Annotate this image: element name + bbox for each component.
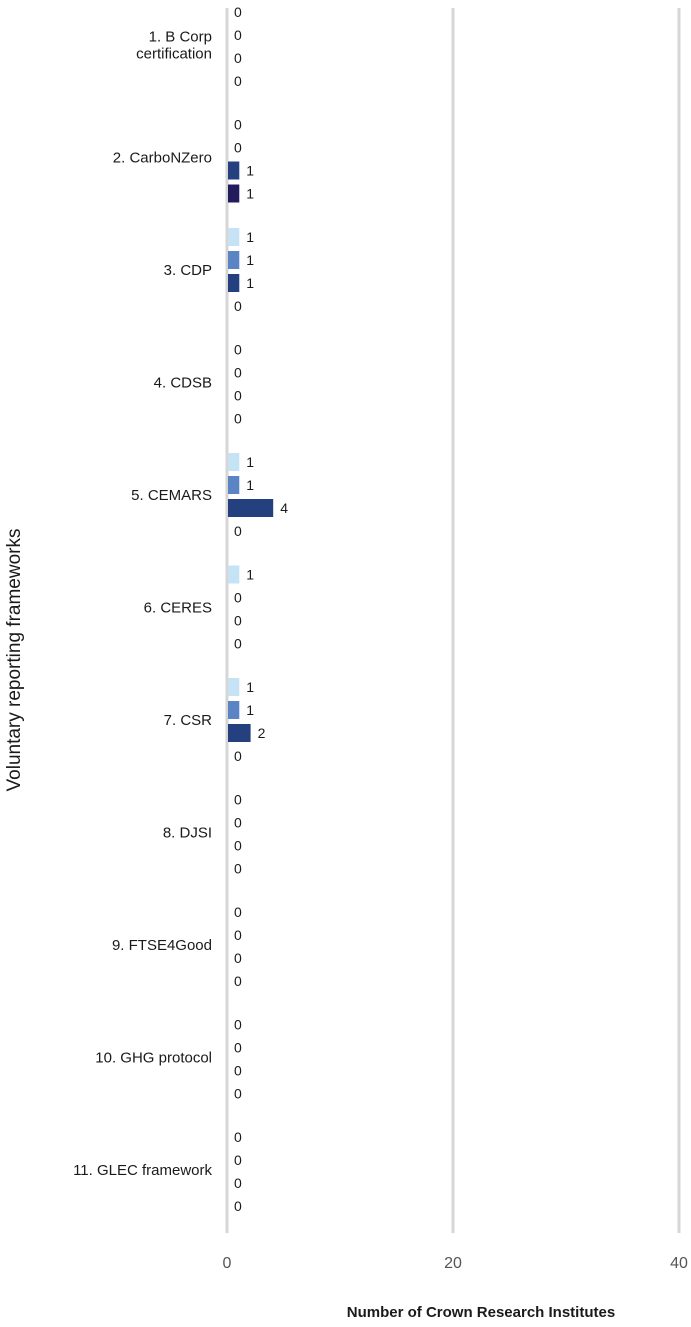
- category-label: 5. CEMARS: [131, 487, 212, 504]
- gridlines: [225, 8, 681, 1233]
- data-label: 1: [246, 477, 254, 493]
- data-label: 0: [234, 411, 242, 427]
- bar: [228, 251, 240, 269]
- data-label: 0: [234, 1129, 242, 1145]
- bar: [228, 228, 240, 246]
- data-label: 0: [234, 590, 242, 606]
- category-label: 2. CarboNZero: [113, 150, 212, 167]
- data-label: 0: [234, 1198, 242, 1214]
- category-label: 3. CDP: [164, 262, 212, 279]
- category-label: 9. FTSE4Good: [112, 937, 212, 954]
- data-label: 0: [234, 1086, 242, 1102]
- data-label: 1: [246, 567, 254, 583]
- category-label: 1. B Corp certification: [136, 29, 212, 63]
- bars: [228, 161, 274, 742]
- data-label: 1: [246, 275, 254, 291]
- category-label: 4. CDSB: [154, 375, 212, 392]
- x-axis-title: Number of Crown Research Institutes: [347, 1304, 615, 1321]
- data-label: 0: [234, 117, 242, 133]
- data-label: 1: [246, 252, 254, 268]
- data-label: 1: [246, 454, 254, 470]
- data-label: 0: [234, 792, 242, 808]
- data-label: 0: [234, 523, 242, 539]
- data-label: 1: [246, 679, 254, 695]
- data-label: 0: [234, 861, 242, 877]
- x-tick-label: 20: [444, 1255, 462, 1272]
- data-label: 0: [234, 748, 242, 764]
- data-label: 0: [234, 27, 242, 43]
- bar: [228, 161, 240, 180]
- bar: [228, 678, 240, 696]
- data-label: 1: [246, 163, 254, 179]
- bar: [228, 701, 240, 719]
- bar: [228, 453, 240, 471]
- x-tick-label: 40: [670, 1255, 688, 1272]
- data-label: 0: [234, 950, 242, 966]
- bar: [228, 476, 240, 494]
- data-label: 0: [234, 636, 242, 652]
- data-label: 0: [234, 73, 242, 89]
- data-label: 0: [234, 1152, 242, 1168]
- data-label: 4: [280, 500, 288, 516]
- data-label: 0: [234, 815, 242, 831]
- y-axis-title: Voluntary reporting frameworks: [4, 529, 25, 792]
- category-label: 10. GHG protocol: [95, 1050, 212, 1067]
- data-label: 0: [234, 4, 242, 20]
- bar: [228, 724, 251, 742]
- data-label: 0: [234, 388, 242, 404]
- bar: [228, 184, 240, 203]
- data-label: 0: [234, 973, 242, 989]
- data-label: 2: [258, 725, 266, 741]
- category-label: 6. CERES: [144, 600, 212, 617]
- category-label: 8. DJSI: [163, 825, 212, 842]
- data-label: 0: [234, 1063, 242, 1079]
- data-label: 0: [234, 838, 242, 854]
- value-labels: 0000001111100000114010001120000000000000…: [234, 4, 288, 1214]
- bar: [228, 565, 240, 584]
- data-label: 0: [234, 1017, 242, 1033]
- bar: [228, 499, 274, 517]
- data-label: 1: [246, 186, 254, 202]
- data-label: 0: [234, 298, 242, 314]
- data-label: 0: [234, 613, 242, 629]
- data-label: 0: [234, 1175, 242, 1191]
- data-label: 1: [246, 702, 254, 718]
- data-label: 0: [234, 365, 242, 381]
- data-label: 0: [234, 927, 242, 943]
- data-label: 0: [234, 904, 242, 920]
- bar: [228, 274, 240, 292]
- x-tick-labels: 0 20 40: [223, 1255, 688, 1272]
- category-label: 11. GLEC framework: [73, 1162, 212, 1179]
- category-label: 7. CSR: [164, 712, 213, 729]
- x-tick-label: 0: [223, 1255, 232, 1272]
- data-label: 1: [246, 229, 254, 245]
- category-labels: 1. B Corp certification 2. CarboNZero 3. CD…: [73, 29, 212, 1180]
- data-label: 0: [234, 342, 242, 358]
- data-label: 0: [234, 140, 242, 156]
- data-label: 0: [234, 50, 242, 66]
- data-label: 0: [234, 1040, 242, 1056]
